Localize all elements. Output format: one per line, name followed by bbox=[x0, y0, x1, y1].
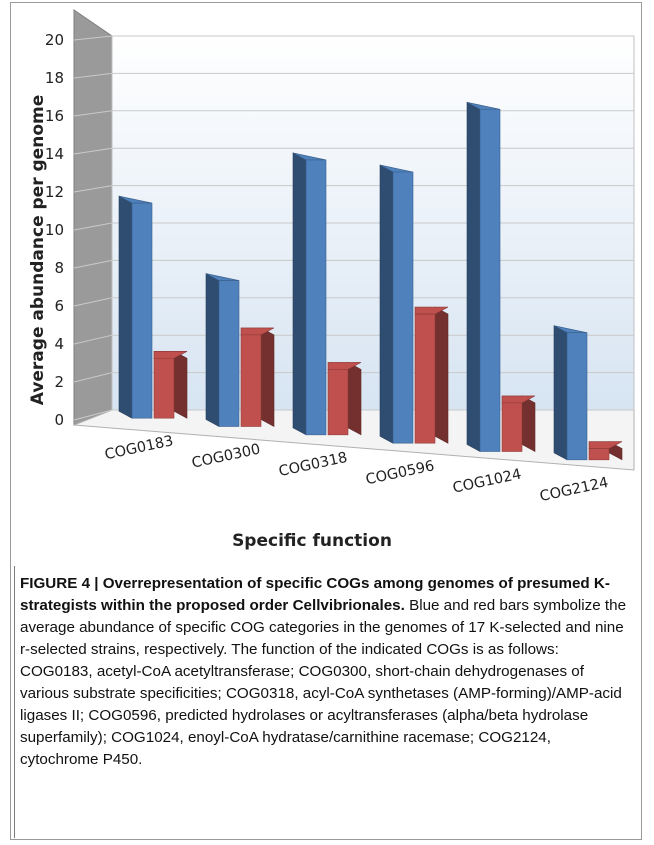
bar-side bbox=[260, 327, 275, 428]
side-gridline bbox=[73, 222, 113, 231]
y-tick-label: 10 bbox=[45, 221, 64, 239]
bar-side bbox=[521, 395, 536, 453]
x-tick-label: COG1024 bbox=[451, 467, 522, 497]
y-tick-label: 14 bbox=[45, 145, 64, 163]
bar-side bbox=[118, 195, 133, 419]
bar-side bbox=[466, 101, 481, 453]
bar bbox=[327, 369, 349, 436]
side-gridline bbox=[73, 409, 113, 421]
y-axis-label: Average abundance per genome bbox=[28, 95, 48, 405]
bar bbox=[392, 171, 414, 444]
bar bbox=[501, 402, 523, 452]
chart-side-wall bbox=[73, 9, 113, 426]
side-gridline bbox=[73, 334, 113, 345]
side-gridline bbox=[73, 185, 113, 193]
side-gridline bbox=[73, 297, 113, 307]
side-gridline bbox=[73, 72, 113, 79]
y-tick-label: 0 bbox=[54, 411, 64, 429]
y-tick-label: 6 bbox=[54, 297, 64, 315]
side-gridline bbox=[73, 147, 113, 155]
x-tick-label: COG0300 bbox=[190, 442, 261, 472]
y-tick-label: 2 bbox=[54, 373, 64, 391]
bar-side bbox=[347, 361, 362, 436]
y-tick-label: 18 bbox=[45, 69, 64, 87]
y-tick-label: 20 bbox=[45, 31, 64, 49]
x-tick-label: COG0596 bbox=[364, 458, 435, 488]
bar-side bbox=[553, 325, 568, 461]
bar bbox=[588, 448, 610, 461]
bar bbox=[305, 159, 327, 436]
side-gridline bbox=[73, 372, 113, 383]
x-tick-label: COG2124 bbox=[538, 475, 609, 505]
bar bbox=[479, 108, 501, 452]
bar-side bbox=[205, 273, 220, 428]
y-axis-ticks: 0 2 4 6 8 10 12 14 16 18 20 bbox=[45, 31, 64, 429]
bar-side bbox=[173, 350, 188, 419]
x-tick-label: COG0318 bbox=[277, 450, 348, 480]
bar-side bbox=[434, 306, 449, 444]
caption-title: FIGURE 4 | Overrepresentation of specifi… bbox=[20, 575, 610, 614]
side-gridline bbox=[73, 110, 113, 117]
figure-frame bbox=[10, 2, 642, 840]
x-tick-label: COG0183 bbox=[103, 433, 174, 463]
bar bbox=[240, 334, 262, 427]
gridlines bbox=[73, 35, 634, 421]
bar-side bbox=[379, 164, 394, 444]
bar bbox=[218, 280, 240, 427]
side-gridline bbox=[73, 259, 113, 269]
bar-side bbox=[292, 152, 307, 436]
x-axis-label: Specific function bbox=[232, 531, 392, 551]
bar bbox=[153, 358, 175, 419]
y-tick-label: 4 bbox=[54, 335, 64, 353]
bar-chart: 0 2 4 6 8 10 12 14 16 18 20 COG0183 COG0300 COG0318 C… bbox=[28, 9, 635, 551]
figure-caption: FIGURE 4 | Overrepresentation of specifi… bbox=[20, 573, 632, 771]
bar bbox=[566, 332, 588, 461]
y-tick-label: 12 bbox=[45, 183, 64, 201]
caption-body: Blue and red bars symbolize the average … bbox=[20, 597, 627, 768]
bars bbox=[118, 101, 623, 461]
bar bbox=[414, 313, 436, 444]
caption-rule bbox=[14, 566, 15, 838]
y-tick-label: 16 bbox=[45, 107, 64, 125]
y-tick-label: 8 bbox=[54, 259, 64, 277]
bar bbox=[131, 202, 153, 419]
side-gridline bbox=[73, 35, 113, 41]
